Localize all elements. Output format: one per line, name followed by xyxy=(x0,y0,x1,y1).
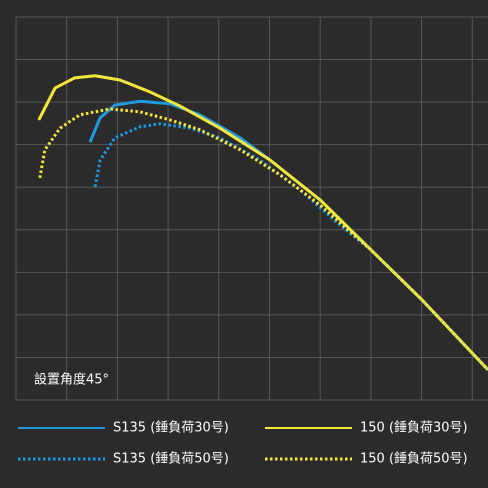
legend-label: S135 (錘負荷50号) xyxy=(113,451,229,467)
legend-label: 150 (錘負荷50号) xyxy=(360,451,468,467)
series-line xyxy=(38,107,488,371)
legend-label: 150 (錘負荷30号) xyxy=(360,420,468,436)
annotation: 設置角度45° xyxy=(34,372,109,388)
plot-area xyxy=(37,74,488,371)
legend-label: S135 (錘負荷30号) xyxy=(113,420,229,436)
